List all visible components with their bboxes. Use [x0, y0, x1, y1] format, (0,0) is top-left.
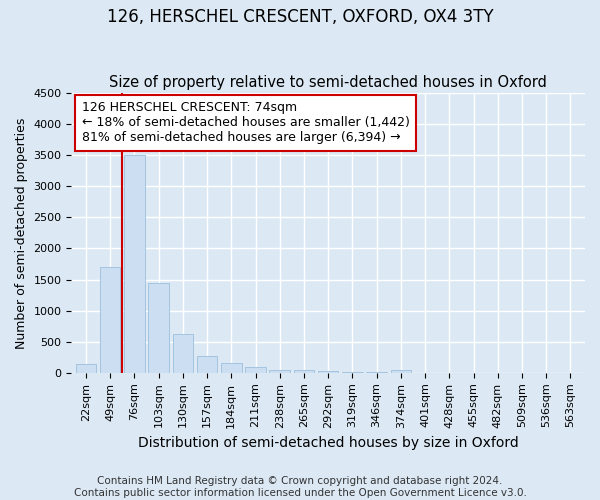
Y-axis label: Number of semi-detached properties: Number of semi-detached properties [15, 117, 28, 348]
Bar [100, 267, 121, 373]
Text: 126 HERSCHEL CRESCENT: 74sqm
← 18% of semi-detached houses are smaller (1,442)
8: 126 HERSCHEL CRESCENT: 74sqm ← 18% of se… [82, 102, 410, 144]
Title: Size of property relative to semi-detached houses in Oxford: Size of property relative to semi-detach… [109, 76, 547, 90]
Bar [318, 371, 338, 373]
Text: Contains HM Land Registry data © Crown copyright and database right 2024.
Contai: Contains HM Land Registry data © Crown c… [74, 476, 526, 498]
Bar [197, 356, 217, 373]
Bar [148, 282, 169, 373]
Bar [221, 363, 242, 373]
Text: 126, HERSCHEL CRESCENT, OXFORD, OX4 3TY: 126, HERSCHEL CRESCENT, OXFORD, OX4 3TY [107, 8, 493, 26]
X-axis label: Distribution of semi-detached houses by size in Oxford: Distribution of semi-detached houses by … [138, 436, 518, 450]
Bar [124, 155, 145, 373]
Bar [245, 367, 266, 373]
Bar [269, 370, 290, 373]
Bar [391, 370, 411, 373]
Bar [367, 372, 387, 373]
Bar [173, 334, 193, 373]
Bar [293, 370, 314, 373]
Bar [76, 364, 96, 373]
Bar [342, 372, 363, 373]
